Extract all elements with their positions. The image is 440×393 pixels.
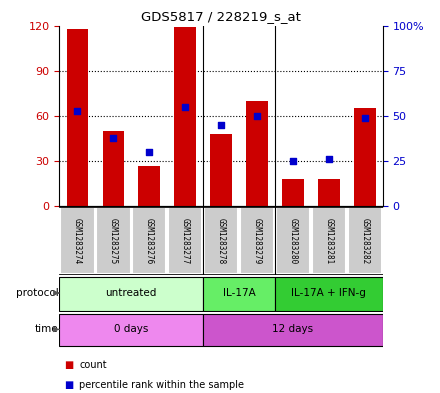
Bar bbox=[246, 101, 268, 206]
Text: protocol: protocol bbox=[16, 288, 59, 298]
FancyBboxPatch shape bbox=[168, 207, 202, 274]
Point bbox=[218, 122, 225, 128]
Bar bbox=[59, 314, 203, 346]
Bar bbox=[174, 27, 196, 206]
FancyBboxPatch shape bbox=[312, 207, 346, 274]
Bar bbox=[210, 134, 232, 206]
Text: percentile rank within the sample: percentile rank within the sample bbox=[79, 380, 244, 390]
Bar bbox=[203, 277, 275, 310]
Bar bbox=[275, 277, 383, 310]
Point bbox=[146, 149, 153, 155]
Point bbox=[182, 104, 189, 110]
Text: 0 days: 0 days bbox=[114, 324, 148, 334]
Text: ■: ■ bbox=[64, 360, 73, 371]
Point bbox=[290, 158, 297, 164]
Text: count: count bbox=[79, 360, 107, 371]
Bar bbox=[282, 179, 304, 206]
Text: GSM1283275: GSM1283275 bbox=[109, 218, 118, 264]
Text: IL-17A + IFN-g: IL-17A + IFN-g bbox=[291, 288, 367, 298]
Bar bbox=[318, 179, 340, 206]
Point bbox=[74, 107, 81, 114]
FancyBboxPatch shape bbox=[276, 207, 310, 274]
Text: 12 days: 12 days bbox=[272, 324, 314, 334]
Bar bbox=[203, 314, 383, 346]
FancyBboxPatch shape bbox=[348, 207, 382, 274]
Text: IL-17A: IL-17A bbox=[223, 288, 256, 298]
Text: ■: ■ bbox=[64, 380, 73, 390]
FancyBboxPatch shape bbox=[60, 207, 95, 274]
Text: untreated: untreated bbox=[106, 288, 157, 298]
Text: GSM1283278: GSM1283278 bbox=[216, 218, 226, 264]
Text: GSM1283281: GSM1283281 bbox=[324, 218, 334, 264]
Bar bbox=[59, 277, 203, 310]
Point bbox=[110, 134, 117, 141]
FancyBboxPatch shape bbox=[132, 207, 166, 274]
Point bbox=[253, 113, 260, 119]
Bar bbox=[354, 108, 376, 206]
Text: time: time bbox=[35, 324, 59, 334]
FancyBboxPatch shape bbox=[240, 207, 274, 274]
Title: GDS5817 / 228219_s_at: GDS5817 / 228219_s_at bbox=[141, 10, 301, 23]
Text: GSM1283282: GSM1283282 bbox=[360, 218, 369, 264]
Text: GSM1283280: GSM1283280 bbox=[289, 218, 297, 264]
Text: GSM1283279: GSM1283279 bbox=[253, 218, 261, 264]
Bar bbox=[103, 131, 124, 206]
Text: GSM1283276: GSM1283276 bbox=[145, 218, 154, 264]
Bar bbox=[66, 29, 88, 206]
FancyBboxPatch shape bbox=[204, 207, 238, 274]
FancyBboxPatch shape bbox=[96, 207, 131, 274]
Text: GSM1283274: GSM1283274 bbox=[73, 218, 82, 264]
Bar bbox=[139, 165, 160, 206]
Point bbox=[361, 115, 368, 121]
Text: GSM1283277: GSM1283277 bbox=[181, 218, 190, 264]
Point bbox=[326, 156, 333, 162]
